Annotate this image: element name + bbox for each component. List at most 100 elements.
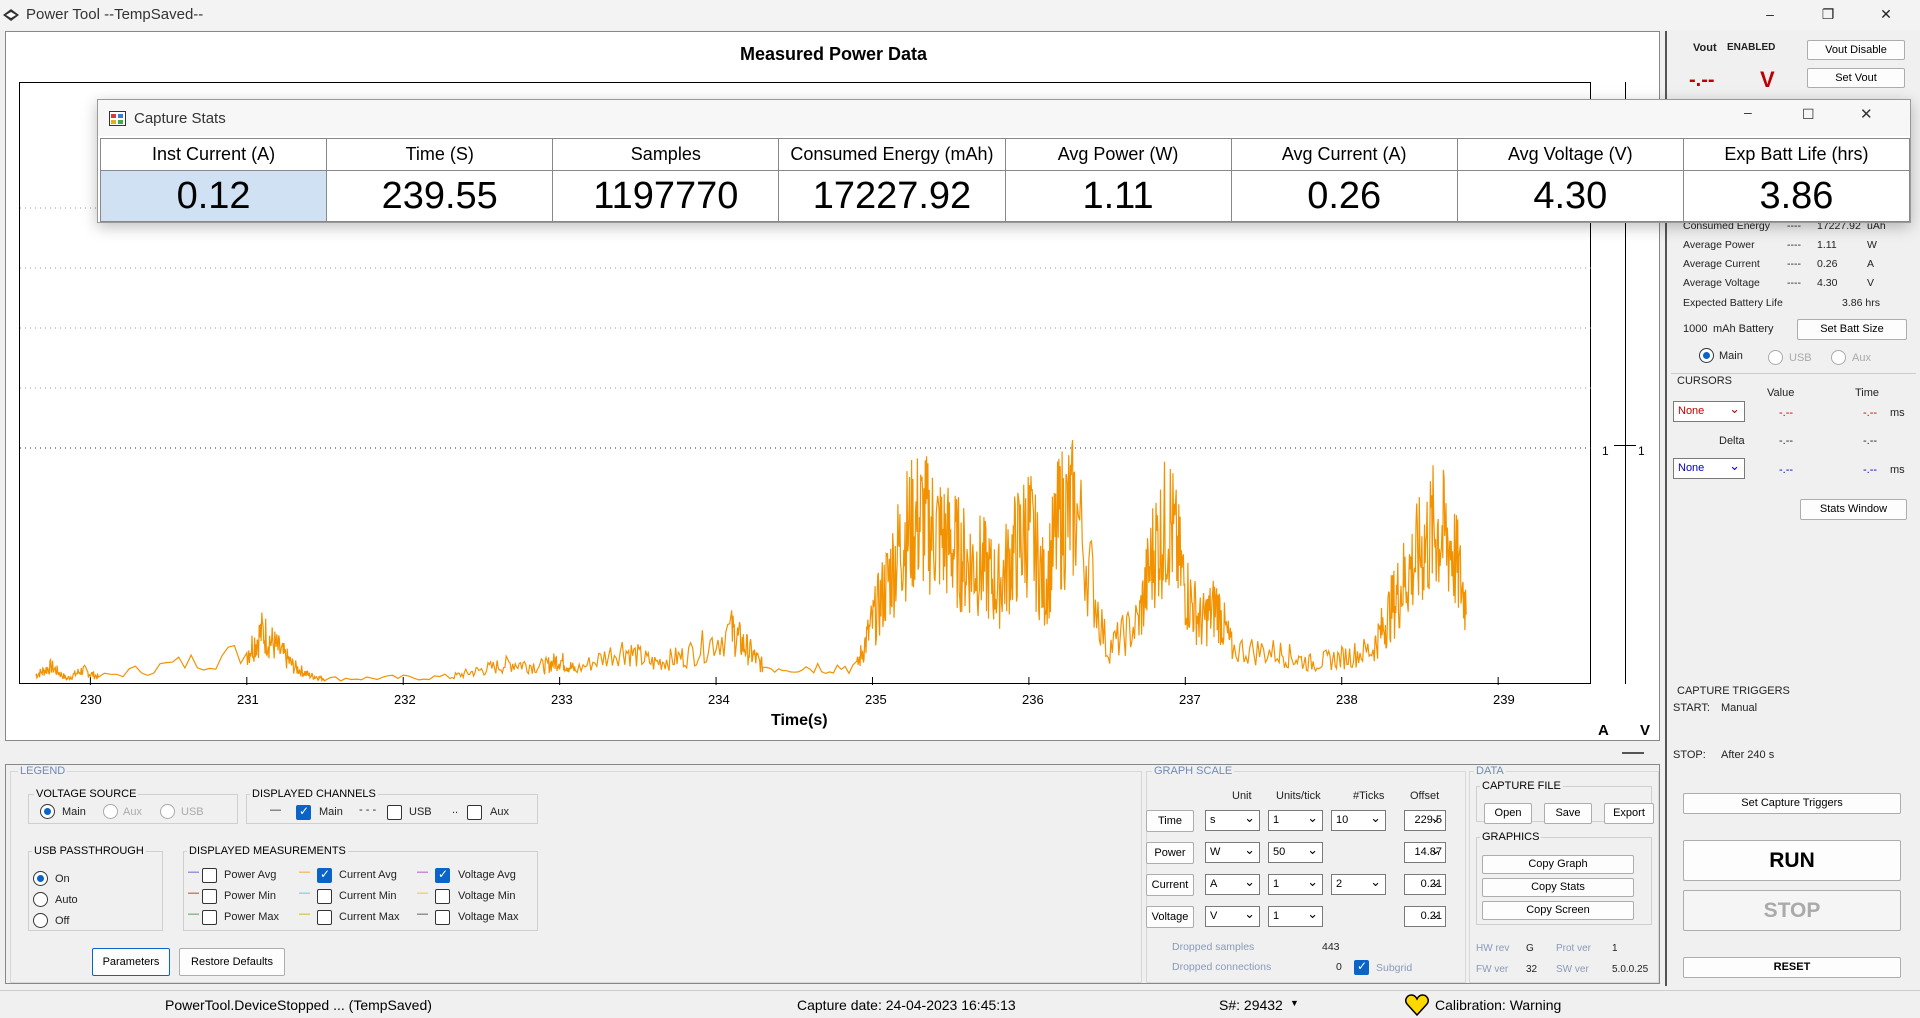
vs-main-label: Main xyxy=(62,806,86,818)
stats-maximize-button[interactable]: ☐ xyxy=(1802,106,1815,122)
calibration-status: Calibration: Warning xyxy=(1435,997,1562,1013)
serial-number[interactable]: S#: 29432 xyxy=(1219,997,1283,1013)
scale-units-tick-select[interactable]: 1 xyxy=(1268,874,1323,895)
close-button[interactable]: ✕ xyxy=(1880,6,1892,22)
battery-size: 1000 xyxy=(1683,323,1708,335)
scale-units-tick-select[interactable]: 1 xyxy=(1268,810,1323,831)
power-min-checkbox[interactable] xyxy=(202,889,217,904)
stop-button[interactable]: STOP xyxy=(1683,890,1901,931)
stats-window-button[interactable]: Stats Window xyxy=(1800,499,1907,520)
fw-ver-value: 32 xyxy=(1526,964,1538,975)
voltage-min-label: Voltage Min xyxy=(458,890,516,902)
displayed-channels-title: DISPLAYED CHANNELS xyxy=(250,788,378,800)
stats-table: Inst Current (A) Time (S) Samples Consumed … xyxy=(99,137,1911,222)
save-button[interactable]: Save xyxy=(1544,803,1592,824)
scale-row-button[interactable]: Time xyxy=(1146,810,1194,832)
scale-unit-select[interactable]: s xyxy=(1205,810,1260,831)
channel-main-checkbox[interactable] xyxy=(296,804,311,820)
scale-units-tick-select[interactable]: 1 xyxy=(1268,906,1323,927)
parameters-button[interactable]: Parameters xyxy=(92,948,170,976)
stats-value-cell: 4.30 xyxy=(1456,170,1684,222)
usb-line-swatch: - - - xyxy=(359,804,377,816)
stats-header-cell: Avg Current (A) xyxy=(1230,137,1458,172)
minimize-button[interactable]: – xyxy=(1766,6,1774,22)
cursor-value-header: Value xyxy=(1767,387,1795,399)
stat-row-value: 1.11 xyxy=(1817,239,1837,251)
vout-disable-button[interactable]: Vout Disable xyxy=(1807,40,1905,60)
channel-aux-checkbox[interactable] xyxy=(467,805,482,820)
stats-minimize-button[interactable]: – xyxy=(1744,104,1752,120)
stats-value-cell: 239.55 xyxy=(326,170,554,222)
scale-unit-select[interactable]: W xyxy=(1205,842,1260,863)
battery-life-value: 3.86 hrs xyxy=(1842,297,1880,309)
current-avg-swatch: — xyxy=(299,866,310,878)
source-main-radio[interactable] xyxy=(1699,348,1714,363)
scale-units-tick-select[interactable]: 50 xyxy=(1268,842,1323,863)
voltage-max-checkbox[interactable] xyxy=(435,910,450,925)
trigger-start-value: Manual xyxy=(1721,702,1758,714)
vs-usb-radio[interactable] xyxy=(160,804,175,819)
stat-row-dash: ---- xyxy=(1787,220,1801,232)
passthrough-on-radio[interactable] xyxy=(33,871,48,886)
scale-ticks-select[interactable]: 2 xyxy=(1331,874,1386,895)
source-aux-radio[interactable] xyxy=(1831,350,1846,365)
scale-row-button[interactable]: Voltage xyxy=(1146,906,1194,928)
legend-group xyxy=(10,771,1142,983)
set-capture-triggers-button[interactable]: Set Capture Triggers xyxy=(1683,793,1901,814)
scale-offset-input[interactable]: 229.5 xyxy=(1404,810,1446,831)
scale-row-button[interactable]: Power xyxy=(1146,842,1194,864)
subgrid-checkbox[interactable] xyxy=(1354,959,1369,975)
power-avg-checkbox[interactable] xyxy=(202,868,217,883)
vs-aux-radio[interactable] xyxy=(103,804,118,819)
copy-stats-button[interactable]: Copy Stats xyxy=(1482,878,1634,897)
power-min-label: Power Min xyxy=(224,890,276,902)
scale-offset-input[interactable]: 0.21 xyxy=(1404,906,1446,927)
set-vout-button[interactable]: Set Vout xyxy=(1807,68,1905,88)
dropped-samples-value: 443 xyxy=(1322,941,1340,953)
run-button[interactable]: RUN xyxy=(1683,840,1901,881)
x-tick-label: 232 xyxy=(394,692,416,707)
axis-a-button[interactable]: A xyxy=(1598,722,1609,739)
power-max-checkbox[interactable] xyxy=(202,910,217,925)
scale-row-button[interactable]: Current xyxy=(1146,874,1194,896)
restore-button[interactable]: ❐ xyxy=(1821,6,1835,22)
x-tick-label: 237 xyxy=(1179,692,1201,707)
right-axis-marker-b: 1 xyxy=(1638,444,1645,458)
voltage-avg-checkbox[interactable] xyxy=(435,867,450,883)
scale-unit-select[interactable]: V xyxy=(1205,906,1260,927)
restore-defaults-button[interactable]: Restore Defaults xyxy=(179,948,285,976)
voltage-min-swatch: — xyxy=(417,887,428,899)
copy-graph-button[interactable]: Copy Graph xyxy=(1482,855,1634,874)
current-max-checkbox[interactable] xyxy=(317,910,332,925)
stats-value-cell: 0.26 xyxy=(1230,170,1458,222)
scale-ticks-select[interactable]: 10 xyxy=(1331,810,1386,831)
channel-usb-checkbox[interactable] xyxy=(387,805,402,820)
cursor2-select[interactable]: None xyxy=(1673,458,1745,479)
current-avg-checkbox[interactable] xyxy=(317,867,332,883)
current-min-checkbox[interactable] xyxy=(317,889,332,904)
passthrough-auto-radio[interactable] xyxy=(33,892,48,907)
scale-offset-input[interactable]: 0.21 xyxy=(1404,874,1446,895)
stats-close-button[interactable]: ✕ xyxy=(1860,106,1873,123)
set-batt-size-button[interactable]: Set Batt Size xyxy=(1797,319,1907,340)
axis-v-button[interactable]: V xyxy=(1640,722,1651,739)
voltage-min-checkbox[interactable] xyxy=(435,889,450,904)
cursor1-select[interactable]: None xyxy=(1673,401,1745,422)
scale-unit-select[interactable]: A xyxy=(1205,874,1260,895)
ticks-header: #Ticks xyxy=(1353,790,1385,802)
voltage-max-swatch: — xyxy=(417,908,428,920)
passthrough-off-radio[interactable] xyxy=(33,913,48,928)
source-usb-radio[interactable] xyxy=(1768,350,1783,365)
copy-screen-button[interactable]: Copy Screen xyxy=(1482,901,1634,920)
hw-rev-label: HW rev xyxy=(1476,943,1510,954)
fw-ver-label: FW ver xyxy=(1476,964,1509,975)
displayed-channels-group xyxy=(246,794,538,824)
reset-button[interactable]: RESET xyxy=(1683,957,1901,978)
open-button[interactable]: Open xyxy=(1484,803,1532,824)
scale-offset-input[interactable]: 14.87 xyxy=(1404,842,1446,863)
vs-main-radio[interactable] xyxy=(40,804,55,819)
serial-dropdown-icon[interactable]: ▼ xyxy=(1290,998,1299,1008)
splitter-handle[interactable] xyxy=(1622,752,1644,754)
power-min-swatch: — xyxy=(188,887,199,899)
export-button[interactable]: Export xyxy=(1604,803,1654,824)
